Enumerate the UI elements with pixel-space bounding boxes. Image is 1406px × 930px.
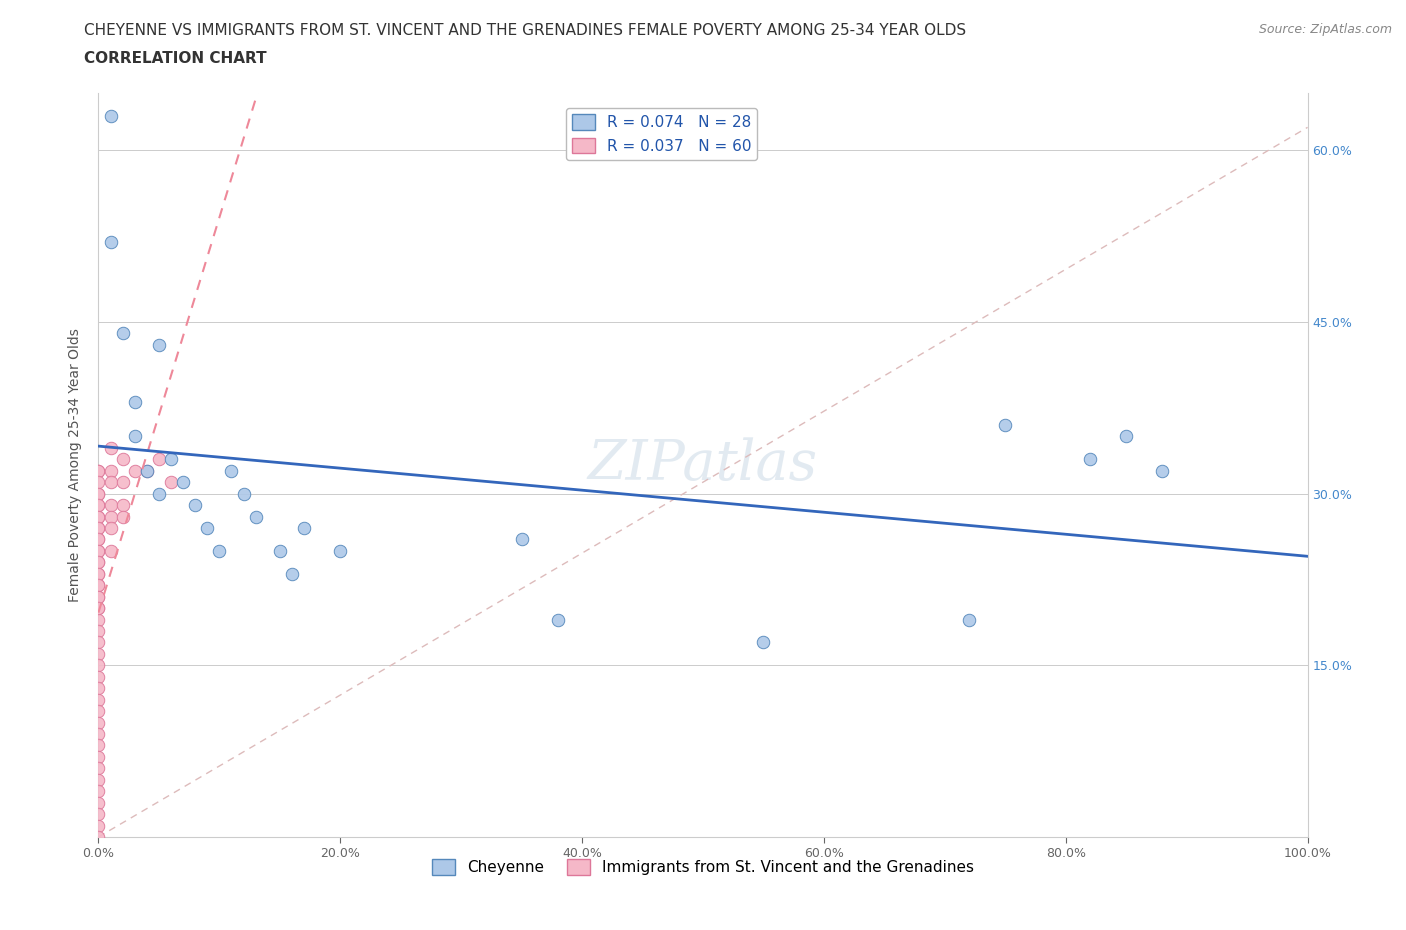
- Point: [87, 601, 110, 616]
- Point: [87, 532, 110, 547]
- Point: [87, 474, 110, 489]
- Point: [87, 463, 110, 478]
- Point: [87, 463, 110, 478]
- Point: [100, 441, 122, 456]
- Point: [100, 521, 122, 536]
- Point: [160, 474, 183, 489]
- Point: [221, 463, 243, 478]
- Point: [87, 646, 110, 661]
- Point: [87, 590, 110, 604]
- Point: [87, 543, 110, 558]
- Point: [87, 498, 110, 512]
- Point: [994, 418, 1017, 432]
- Point: [87, 784, 110, 799]
- Point: [87, 612, 110, 627]
- Point: [87, 578, 110, 592]
- Point: [87, 601, 110, 616]
- Point: [100, 543, 122, 558]
- Point: [87, 704, 110, 719]
- Point: [87, 670, 110, 684]
- Point: [87, 543, 110, 558]
- Point: [111, 509, 134, 524]
- Point: [111, 452, 134, 467]
- Point: [87, 509, 110, 524]
- Point: [87, 566, 110, 581]
- Point: [87, 555, 110, 570]
- Point: [87, 750, 110, 764]
- Point: [1078, 452, 1101, 467]
- Point: [124, 463, 146, 478]
- Point: [208, 543, 231, 558]
- Point: [245, 509, 267, 524]
- Point: [510, 532, 533, 547]
- Point: [87, 555, 110, 570]
- Point: [111, 326, 134, 340]
- Point: [148, 338, 170, 352]
- Y-axis label: Female Poverty Among 25-34 Year Olds: Female Poverty Among 25-34 Year Olds: [69, 328, 83, 602]
- Point: [87, 521, 110, 536]
- Point: [87, 772, 110, 787]
- Point: [135, 463, 157, 478]
- Point: [87, 635, 110, 650]
- Point: [87, 830, 110, 844]
- Point: [87, 566, 110, 581]
- Point: [87, 623, 110, 638]
- Point: [87, 521, 110, 536]
- Point: [87, 681, 110, 696]
- Point: [87, 509, 110, 524]
- Point: [87, 486, 110, 501]
- Point: [111, 498, 134, 512]
- Point: [100, 498, 122, 512]
- Point: [135, 463, 157, 478]
- Point: [87, 715, 110, 730]
- Point: [100, 234, 122, 249]
- Point: [547, 612, 569, 627]
- Point: [87, 806, 110, 821]
- Point: [124, 429, 146, 444]
- Point: [329, 543, 352, 558]
- Point: [87, 726, 110, 741]
- Text: Source: ZipAtlas.com: Source: ZipAtlas.com: [1258, 23, 1392, 36]
- Point: [1152, 463, 1174, 478]
- Point: [87, 590, 110, 604]
- Point: [232, 486, 254, 501]
- Point: [87, 761, 110, 776]
- Point: [87, 578, 110, 592]
- Point: [87, 532, 110, 547]
- Text: CORRELATION CHART: CORRELATION CHART: [84, 51, 267, 66]
- Point: [281, 566, 304, 581]
- Point: [195, 521, 218, 536]
- Point: [87, 658, 110, 672]
- Point: [87, 795, 110, 810]
- Point: [124, 394, 146, 409]
- Point: [87, 486, 110, 501]
- Point: [100, 463, 122, 478]
- Point: [111, 474, 134, 489]
- Point: [752, 635, 775, 650]
- Point: [269, 543, 291, 558]
- Point: [87, 738, 110, 753]
- Point: [1115, 429, 1137, 444]
- Point: [100, 474, 122, 489]
- Point: [148, 486, 170, 501]
- Point: [87, 498, 110, 512]
- Point: [100, 109, 122, 124]
- Point: [148, 452, 170, 467]
- Legend: Cheyenne, Immigrants from St. Vincent and the Grenadines: Cheyenne, Immigrants from St. Vincent an…: [426, 853, 980, 882]
- Point: [957, 612, 980, 627]
- Point: [160, 452, 183, 467]
- Text: CHEYENNE VS IMMIGRANTS FROM ST. VINCENT AND THE GRENADINES FEMALE POVERTY AMONG : CHEYENNE VS IMMIGRANTS FROM ST. VINCENT …: [84, 23, 966, 38]
- Point: [292, 521, 315, 536]
- Text: ZIPatlas: ZIPatlas: [588, 438, 818, 492]
- Point: [87, 692, 110, 707]
- Point: [87, 818, 110, 833]
- Point: [184, 498, 207, 512]
- Point: [100, 509, 122, 524]
- Point: [172, 474, 194, 489]
